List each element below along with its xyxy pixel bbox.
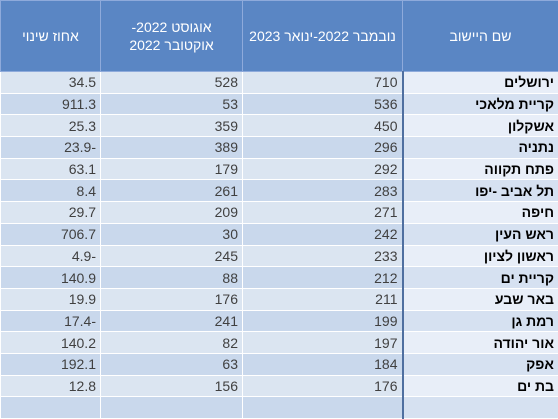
number-cell: 179 <box>101 158 243 180</box>
city-cell: אור יהודה <box>403 332 558 354</box>
number-cell: 212 <box>243 267 403 289</box>
number-cell: 261 <box>101 180 243 202</box>
empty-cell <box>403 397 558 419</box>
number-cell: 197 <box>243 332 403 354</box>
number-cell: 184 <box>243 353 403 375</box>
number-cell: 53 <box>101 93 243 115</box>
number-cell: 209 <box>101 202 243 224</box>
city-cell: אפק <box>403 353 558 375</box>
number-cell: 17.4- <box>1 310 101 332</box>
number-cell: 389 <box>101 137 243 159</box>
number-cell: 4.9- <box>1 245 101 267</box>
city-cell: בת ים <box>403 375 558 397</box>
partial-row <box>1 397 558 419</box>
city-cell: רמת גן <box>403 310 558 332</box>
number-cell: 140.2 <box>1 332 101 354</box>
number-cell: 23.9- <box>1 137 101 159</box>
number-cell: 536 <box>243 93 403 115</box>
number-cell: 8.4 <box>1 180 101 202</box>
city-cell: ראש העין <box>403 223 558 245</box>
number-cell: 12.8 <box>1 375 101 397</box>
number-cell: 710 <box>243 72 403 94</box>
number-cell: 199 <box>243 310 403 332</box>
number-cell: 176 <box>243 375 403 397</box>
number-cell: 19.9 <box>1 288 101 310</box>
number-cell: 233 <box>243 245 403 267</box>
number-cell: 292 <box>243 158 403 180</box>
city-cell: אשקלון <box>403 115 558 137</box>
city-cell: באר שבע <box>403 288 558 310</box>
column-header: אוגוסט 2022-אוקטובר 2022 <box>101 1 243 72</box>
number-cell: 911.3 <box>1 93 101 115</box>
number-cell: 296 <box>243 137 403 159</box>
number-cell: 245 <box>101 245 243 267</box>
number-cell: 271 <box>243 202 403 224</box>
city-cell: ירושלים <box>403 72 558 94</box>
city-cell: קריית מלאכי <box>403 93 558 115</box>
number-cell: 140.9 <box>1 267 101 289</box>
number-cell: 283 <box>243 180 403 202</box>
column-header: נובמבר 2022-ינואר 2023 <box>243 1 403 72</box>
empty-cell <box>243 397 403 419</box>
number-cell: 30 <box>101 223 243 245</box>
number-cell: 528 <box>101 72 243 94</box>
empty-cell <box>1 397 101 419</box>
number-cell: 63.1 <box>1 158 101 180</box>
column-header: שם היישוב <box>403 1 558 72</box>
column-header: אחוז שינוי <box>1 1 101 72</box>
number-cell: 88 <box>101 267 243 289</box>
number-cell: 156 <box>101 375 243 397</box>
number-cell: 192.1 <box>1 353 101 375</box>
number-cell: 82 <box>101 332 243 354</box>
number-cell: 706.7 <box>1 223 101 245</box>
empty-cell <box>101 397 243 419</box>
number-cell: 176 <box>101 288 243 310</box>
number-cell: 211 <box>243 288 403 310</box>
city-cell: תל אביב -יפו <box>403 180 558 202</box>
city-cell: ראשון לציון <box>403 245 558 267</box>
number-cell: 359 <box>101 115 243 137</box>
city-cell: קריית ים <box>403 267 558 289</box>
number-cell: 29.7 <box>1 202 101 224</box>
number-cell: 450 <box>243 115 403 137</box>
number-cell: 25.3 <box>1 115 101 137</box>
city-cell: חיפה <box>403 202 558 224</box>
city-cell: פתח תקווה <box>403 158 558 180</box>
number-cell: 241 <box>101 310 243 332</box>
number-cell: 242 <box>243 223 403 245</box>
city-cell: נתניה <box>403 137 558 159</box>
number-cell: 34.5 <box>1 72 101 94</box>
number-cell: 63 <box>101 353 243 375</box>
